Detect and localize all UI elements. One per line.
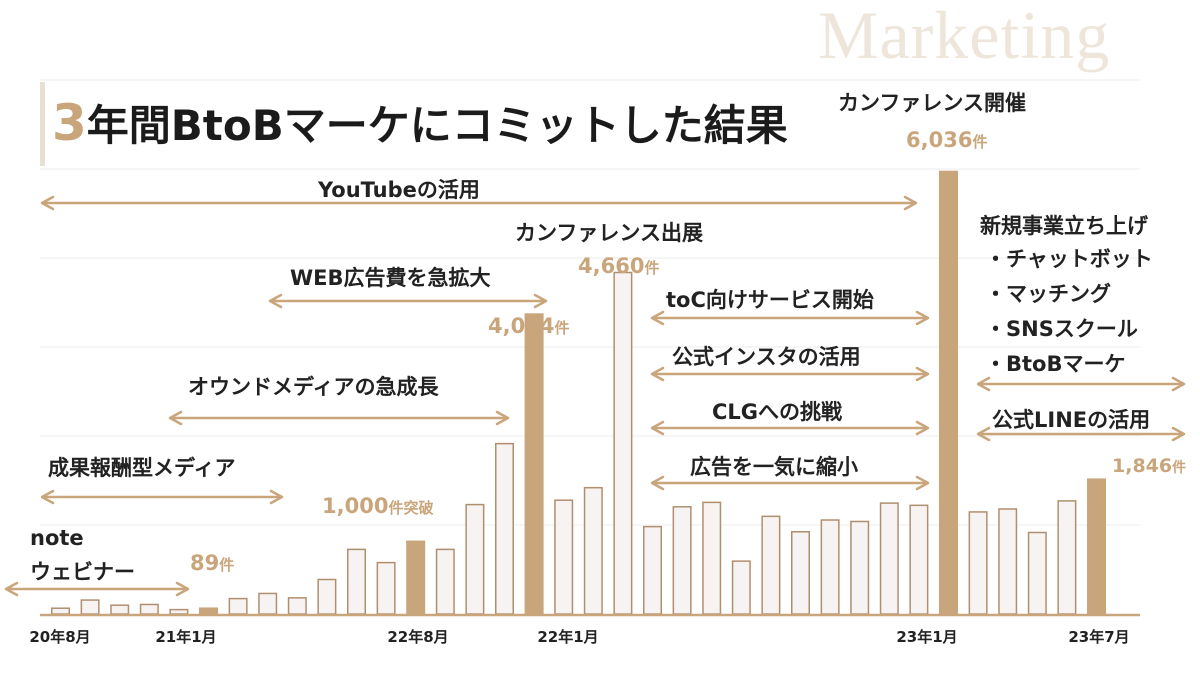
arrow-instagram-head-right [915,366,930,382]
arrow-toc-service-head-right [915,310,930,326]
title-number: 3 [52,94,87,152]
bar [909,504,929,615]
watermark: Marketing [818,0,1111,73]
annotation-owned-media: オウンドメディアの急成長 [188,375,439,399]
bar-highlight [939,170,958,615]
bar [1027,531,1047,615]
bar [495,442,514,615]
arrow-youtube-head-left [40,195,55,211]
bar [583,486,603,615]
bar [613,271,633,615]
bar [169,608,189,615]
arrow-line-head-right [1171,426,1186,442]
annotation-seika: 成果報酬型メディア [48,456,236,480]
value-label-1000: 1,000件突破 [322,494,434,518]
annotation-note: note [30,526,84,550]
arrow-new-business-head-right [1171,376,1186,392]
bar [51,607,70,615]
bar-highlight [1087,478,1106,614]
bar [879,502,899,615]
arrow-web-ad-head-right [533,293,548,309]
annotation-toc-service: toC向けサービス開始 [666,288,874,312]
annotation-instagram: 公式インスタの活用 [672,345,861,369]
arrow-instagram-head-left [650,366,665,382]
arrow-ad-cut-head-left [650,475,665,491]
title-accent-bar [40,82,45,166]
new-business-item: ・マッチング [985,282,1111,306]
arrow-webinar-head-left [4,581,19,597]
value-label-4094: 4,094件 [488,314,570,338]
arrow-seika-head-right [269,489,284,505]
bar [850,520,870,615]
bar [998,508,1018,615]
bar [80,599,100,615]
bar [554,499,574,615]
bar-highlight [406,540,426,614]
value-label-1846: 1,846件 [1112,455,1187,477]
bar [702,501,722,615]
bar [731,560,751,615]
new-business-item: ・BtoBマーケ [985,352,1126,376]
arrow-youtube-head-right [903,195,918,211]
x-tick-label: 21年1月 [155,628,217,646]
bar [672,506,692,615]
title-text: 年間BtoBマーケにコミットした結果 [86,101,788,150]
bar [435,548,455,615]
x-tick-label: 23年7月 [1068,628,1130,646]
bar [1057,500,1077,615]
bar-highlight [524,313,544,614]
annotation-new-business: 新規事業立ち上げ [980,214,1148,238]
annotation-ad-cut: 広告を一気に縮小 [690,455,858,479]
arrow-clg-head-right [915,420,930,436]
bar [110,604,130,615]
bar [317,578,337,615]
bar [228,597,248,615]
value-label-89: 89件 [190,551,235,575]
arrow-clg-head-left [650,420,665,436]
x-tick-label: 23年1月 [896,628,958,646]
arrow-toc-service-head-left [650,310,665,326]
annotation-conference-host: カンファレンス開催 [838,91,1026,115]
bar-highlight [199,607,218,614]
x-tick-label: 22年1月 [537,628,599,646]
bar [791,531,810,615]
annotation-line: 公式LINEの活用 [992,408,1151,432]
bar [376,561,396,615]
arrow-ad-cut-head-right [915,475,930,491]
new-business-item: ・チャットボット [985,247,1153,271]
x-tick-label: 20年8月 [29,628,91,646]
arrow-owned-media-head-left [168,410,183,426]
new-business-item: ・SNSスクール [985,317,1138,341]
bar [139,603,159,615]
annotation-web-ad: WEB広告費を急拡大 [290,266,491,290]
annotation-youtube: YouTubeの活用 [318,178,480,202]
bar [643,525,662,615]
arrow-new-business-head-left [976,376,991,392]
bar [761,515,781,615]
arrow-webinar-head-right [175,581,190,597]
arrow-owned-media-head-right [495,410,510,426]
annotation-webinar: ウェビナー [30,560,135,584]
bar [347,548,366,615]
page-title: 3年間BtoBマーケにコミットした結果 [52,92,788,153]
bar [820,519,840,615]
new-business-list: ・チャットボット ・マッチング ・SNSスクール ・BtoBマーケ [985,242,1153,382]
annotation-clg: CLGへの挑戦 [712,400,843,424]
bar [258,592,278,615]
value-label-6036: 6,036件 [906,128,988,152]
arrow-web-ad-head-left [268,293,283,309]
bar [287,597,307,615]
value-label-4660: 4,660件 [578,254,660,278]
bar [465,503,485,615]
bar [968,511,988,615]
arrow-seika-head-left [40,489,55,505]
arrow-line-head-left [976,426,991,442]
x-tick-label: 22年8月 [387,628,449,646]
annotation-conference-exhibit: カンファレンス出展 [515,221,703,245]
